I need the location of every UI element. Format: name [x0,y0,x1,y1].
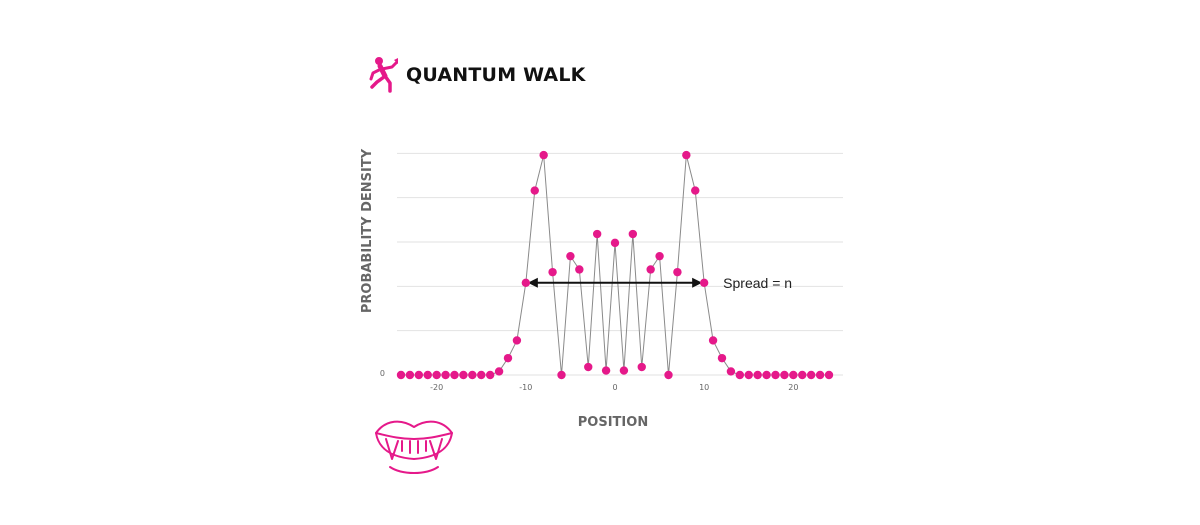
data-point [521,278,531,287]
grid-lines [397,152,843,376]
spread-annotation-label: Spread = n [723,275,792,291]
data-point [628,229,638,239]
data-point [744,370,753,380]
data-point [575,265,584,274]
data-point [691,186,700,195]
data-point [477,370,486,380]
data-point [584,362,593,372]
data-point [539,150,548,160]
data-point [450,370,459,380]
data-point [396,370,406,380]
data-point [664,370,673,380]
data-point [780,370,789,380]
data-point [601,366,611,375]
data-point [459,370,468,380]
x-tick-labels: -20 -10 0 10 20 [430,383,798,392]
series-points [396,150,834,380]
walking-person-icon [369,57,398,93]
annotation-layer [527,277,703,288]
x-tick-label: 20 [788,383,798,392]
data-point [512,336,522,345]
x-tick-label: 10 [699,383,709,392]
data-point [699,278,709,287]
x-tick-label: -10 [519,383,532,392]
data-point [592,229,602,239]
data-point [566,251,575,261]
data-point [708,336,718,345]
data-point [619,366,629,375]
data-point [432,370,441,380]
spread-arrow-left-head [527,277,538,288]
data-point [530,186,539,195]
data-point [441,370,450,380]
x-tick-label: -20 [430,383,443,392]
data-point [503,353,513,363]
vampire-fangs-icon [375,420,453,474]
data-point [414,370,424,380]
x-axis-label: POSITION [578,415,648,430]
y-tick-labels: 0 [380,369,385,378]
data-point [762,370,771,380]
data-point [557,370,566,380]
data-point [824,370,834,380]
data-point [423,370,432,380]
x-tick-label: 0 [612,383,617,392]
data-point [655,251,664,261]
data-point [726,367,736,376]
series-line [401,154,829,376]
chart-header: QUANTUM WALK [368,55,586,95]
data-point [637,362,646,372]
data-point [789,370,798,380]
data-point [806,370,816,380]
data-point [815,370,825,380]
data-point [753,370,762,380]
data-point [682,150,691,160]
data-point [735,370,745,380]
chart-title: QUANTUM WALK [406,64,586,86]
y-tick-label: 0 [380,369,385,378]
spread-arrow-right-head [692,277,703,288]
y-axis-label: PROBABILITY DENSITY [360,148,375,313]
data-point [717,353,727,363]
data-point [485,370,495,380]
data-point [405,370,415,380]
data-point [673,267,682,277]
data-point [646,265,655,274]
data-point [798,370,807,380]
data-point [771,370,780,380]
data-point [468,370,477,380]
data-point [610,238,620,248]
data-point [494,367,504,376]
data-point [548,267,557,277]
